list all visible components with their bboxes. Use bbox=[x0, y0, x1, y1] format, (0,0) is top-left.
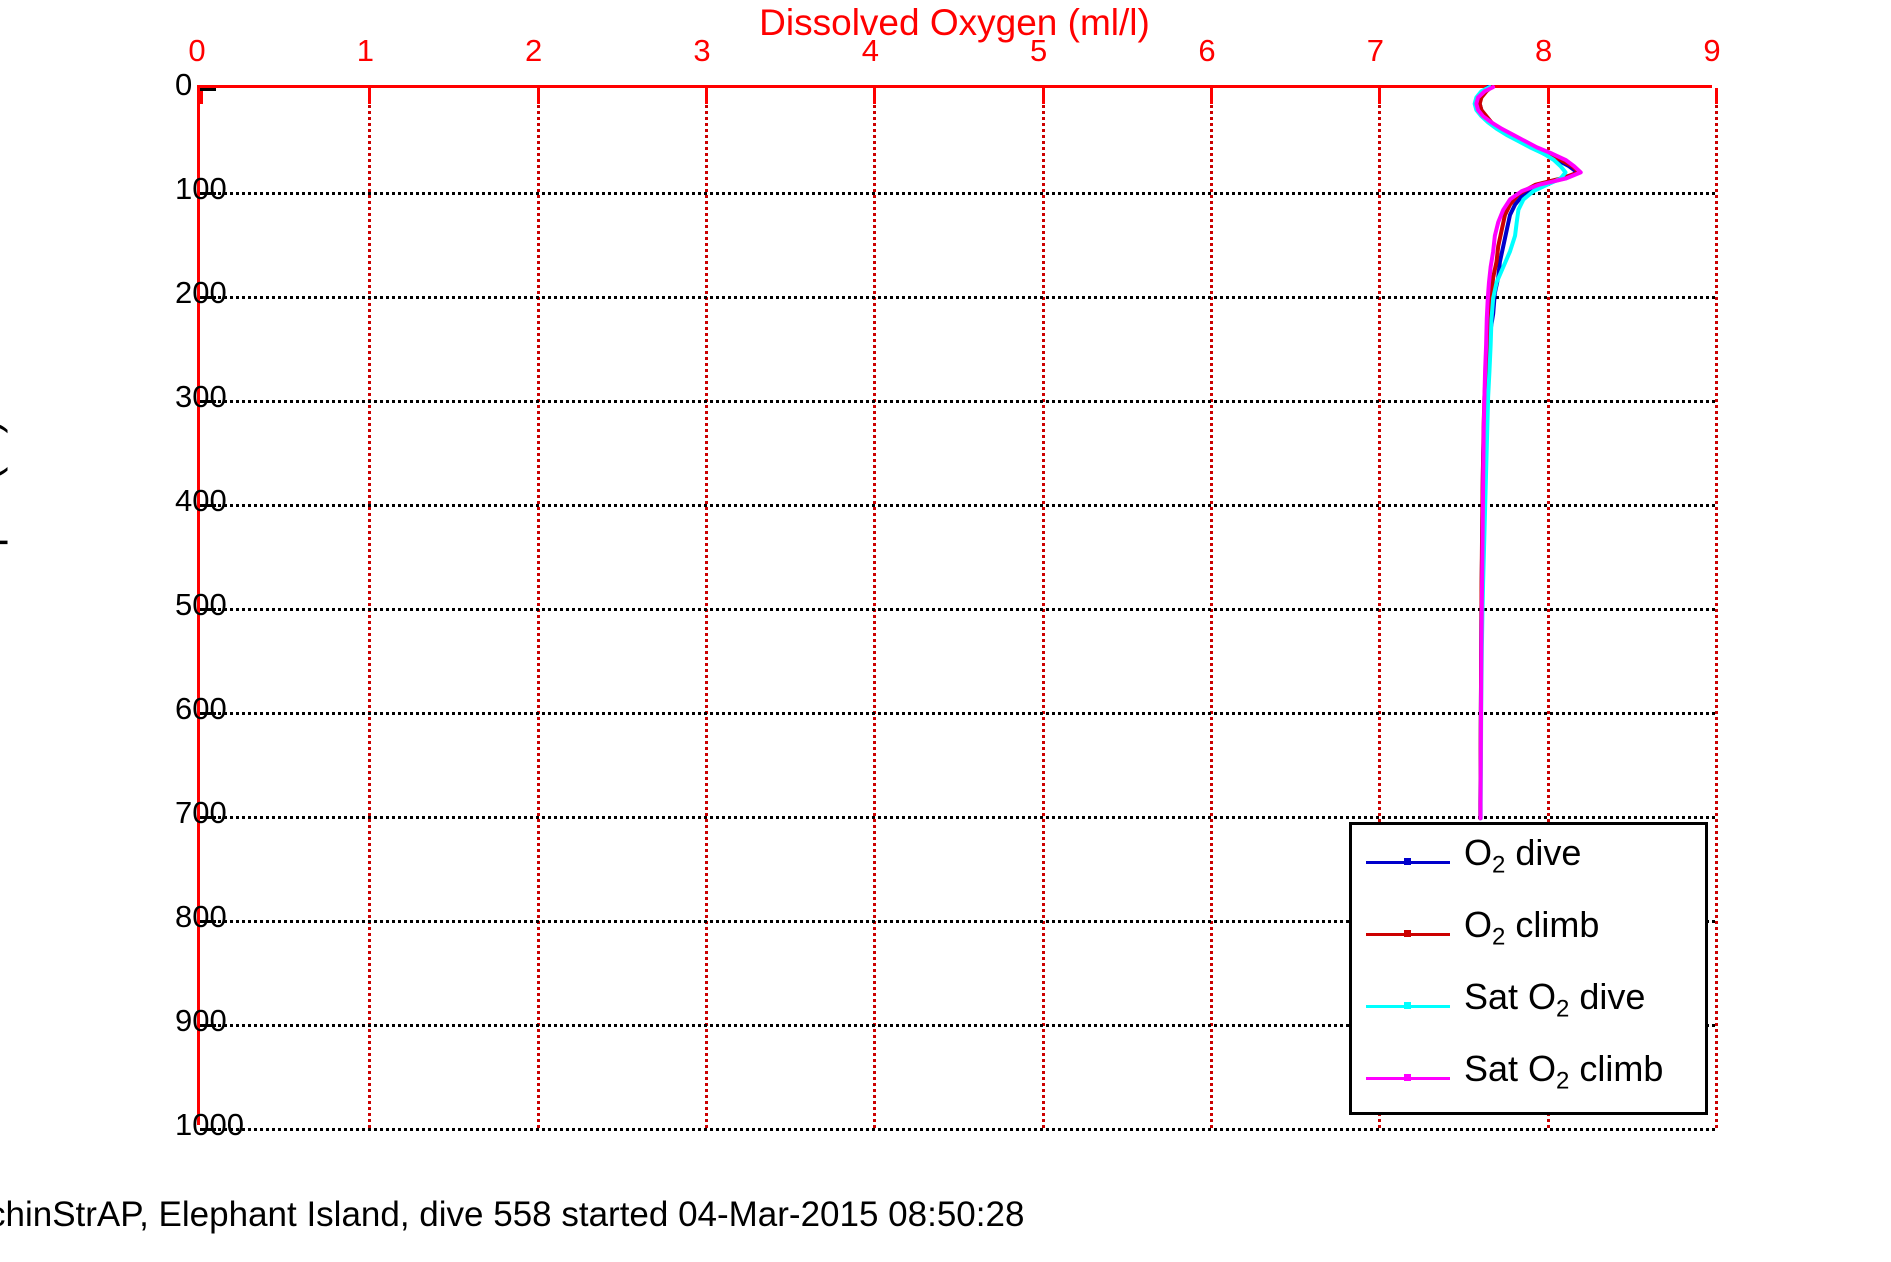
x-tick-label: 3 bbox=[693, 33, 711, 68]
y-tick bbox=[200, 400, 216, 403]
horizontal-gridline bbox=[200, 1128, 1715, 1131]
legend-item[interactable]: Sat O2 climb bbox=[1352, 1041, 1705, 1114]
x-tick bbox=[368, 88, 372, 104]
horizontal-gridline bbox=[200, 920, 1715, 923]
vertical-gridline bbox=[1715, 88, 1718, 1128]
legend-marker-dot bbox=[1404, 1074, 1411, 1081]
horizontal-gridline bbox=[200, 1024, 1715, 1027]
y-tick bbox=[200, 504, 216, 507]
y-tick bbox=[200, 1024, 216, 1027]
x-tick bbox=[705, 88, 708, 104]
horizontal-gridline bbox=[200, 504, 1715, 507]
plot-area[interactable] bbox=[197, 85, 1718, 1131]
y-tick bbox=[200, 816, 216, 819]
x-tick-label: 8 bbox=[1535, 33, 1553, 68]
figure-caption: chinStrAP, Elephant Island, dive 558 sta… bbox=[0, 1195, 1025, 1234]
legend-marker-dot bbox=[1404, 930, 1411, 937]
horizontal-gridline bbox=[200, 712, 1715, 715]
legend-item[interactable]: Sat O2 dive bbox=[1352, 969, 1705, 1042]
y-tick bbox=[200, 1128, 216, 1131]
x-tick-label: 6 bbox=[1198, 33, 1216, 68]
x-tick bbox=[1210, 88, 1213, 104]
horizontal-gridline bbox=[200, 296, 1715, 299]
x-tick-label: 1 bbox=[356, 33, 374, 68]
horizontal-gridline bbox=[200, 608, 1715, 611]
x-tick bbox=[536, 88, 540, 104]
y-tick bbox=[200, 296, 216, 299]
x-tick bbox=[1715, 88, 1718, 104]
x-tick-label: 7 bbox=[1366, 33, 1384, 68]
x-tick bbox=[873, 88, 877, 104]
x-tick bbox=[1041, 88, 1045, 104]
legend-box[interactable]: O2 dive O2 climb Sat O2 dive Sat O2 climb bbox=[1349, 822, 1708, 1115]
y-tick bbox=[200, 192, 216, 195]
x-tick bbox=[1378, 88, 1382, 104]
y-tick bbox=[200, 712, 216, 715]
legend-label: Sat O2 climb bbox=[1464, 1048, 1664, 1095]
chart-title: Dissolved Oxygen (ml/l) bbox=[759, 2, 1150, 43]
legend-label: O2 dive bbox=[1464, 832, 1582, 879]
y-tick bbox=[200, 88, 216, 91]
horizontal-gridline bbox=[200, 816, 1715, 819]
x-tick-label: 2 bbox=[525, 33, 543, 68]
y-axis-label: Depth (m) bbox=[0, 420, 8, 598]
legend-label: O2 climb bbox=[1464, 904, 1600, 951]
x-tick bbox=[1546, 88, 1550, 104]
legend-label: Sat O2 dive bbox=[1464, 976, 1646, 1023]
legend-marker-dot bbox=[1404, 1002, 1411, 1009]
y-tick bbox=[200, 920, 216, 923]
y-tick bbox=[200, 608, 216, 611]
x-tick bbox=[200, 88, 203, 104]
x-tick-label: 4 bbox=[861, 33, 879, 68]
legend-item[interactable]: O2 climb bbox=[1352, 897, 1705, 970]
horizontal-gridline bbox=[200, 192, 1715, 195]
legend-item[interactable]: O2 dive bbox=[1352, 825, 1705, 898]
x-tick-label: 0 bbox=[188, 33, 206, 68]
x-tick-label: 5 bbox=[1030, 33, 1048, 68]
horizontal-gridline bbox=[200, 400, 1715, 403]
x-tick-label: 9 bbox=[1703, 33, 1721, 68]
legend-marker-dot bbox=[1404, 858, 1411, 865]
